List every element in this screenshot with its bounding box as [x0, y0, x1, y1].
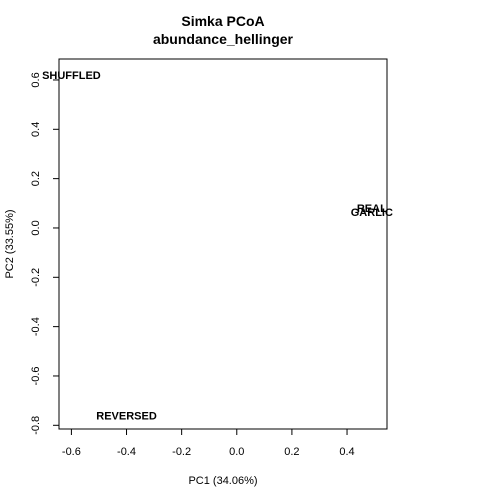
y-tick-label: -0.8 — [30, 416, 42, 435]
x-tick-label: 0.2 — [284, 446, 299, 458]
point-label-reversed: REVERSED — [96, 410, 157, 422]
x-tick-label: 0.0 — [229, 446, 244, 458]
y-tick-label: -0.6 — [30, 366, 42, 385]
x-axis: -0.6 -0.4 -0.2 0.0 0.2 0.4 — [62, 428, 355, 458]
y-axis-label: PC2 (33.55%) — [4, 209, 16, 278]
y-tick-label: 0.0 — [30, 220, 42, 235]
chart-title: Simka PCoA — [181, 13, 264, 29]
y-tick-label: 0.6 — [30, 72, 42, 87]
x-tick-label: -0.2 — [172, 446, 191, 458]
x-tick-label: -0.4 — [117, 446, 136, 458]
y-tick-label: -0.4 — [30, 317, 42, 336]
y-axis: -0.8 -0.6 -0.4 -0.2 0.0 0.2 0.4 0.6 — [30, 72, 60, 435]
plot-frame — [58, 58, 388, 430]
x-tick-label: 0.4 — [339, 446, 354, 458]
chart-subtitle: abundance_hellinger — [153, 31, 294, 47]
x-tick-label: -0.6 — [62, 446, 81, 458]
point-label-real: REAL — [357, 203, 387, 215]
y-tick-label: 0.2 — [30, 171, 42, 186]
y-tick-label: -0.2 — [30, 268, 42, 287]
x-axis-label: PC1 (34.06%) — [188, 475, 257, 487]
point-label-shuffled: SHUFFLED — [42, 70, 101, 82]
y-tick-label: 0.4 — [30, 122, 42, 137]
point-label-garlic: GARLIC — [351, 207, 393, 219]
